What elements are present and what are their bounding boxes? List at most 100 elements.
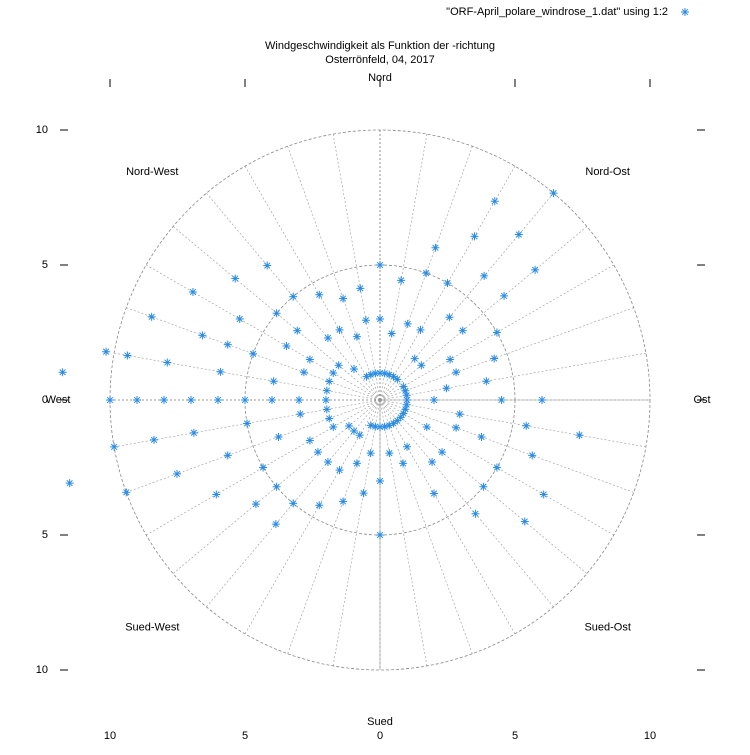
point [344,422,353,431]
point [417,361,426,370]
point [376,423,384,431]
point [443,279,452,288]
point [214,396,222,404]
point [272,482,281,491]
point [251,500,260,509]
point [349,364,358,373]
polar-spoke [172,226,381,401]
point [376,369,384,377]
point [492,463,501,472]
point [500,291,509,300]
point [549,189,558,198]
point [376,531,384,539]
point [446,355,455,364]
point [385,421,394,430]
polar-spoke [379,399,554,608]
point [259,463,268,472]
polar-spoke [126,399,381,493]
point [361,316,370,325]
point [401,386,410,395]
point [359,489,368,498]
point [325,377,334,386]
point [293,326,302,335]
direction-label: Nord [368,72,392,84]
polar-spoke [379,146,473,401]
point [366,449,375,458]
point [305,355,314,364]
polar-spoke [206,192,381,401]
point [479,482,488,491]
y-tick-label: 0 [42,394,48,406]
point [458,326,467,335]
point [329,369,338,377]
point [396,413,405,422]
point [401,405,410,414]
point [106,396,114,404]
point [416,325,425,334]
point [452,423,461,432]
point [339,497,348,506]
x-tick-label: 5 [242,730,248,742]
point [223,340,232,349]
point [160,396,168,404]
point [455,410,464,419]
point [110,442,119,451]
polar-spoke [114,399,381,448]
polar-spoke [287,146,381,401]
point [187,396,195,404]
point [173,469,182,478]
point [366,370,375,379]
polar-spoke [379,399,516,634]
point [188,288,197,296]
point [520,517,529,526]
point [133,396,141,404]
point [399,382,408,391]
point [528,451,537,460]
point [249,349,258,358]
point [371,422,380,431]
point [430,396,438,404]
point [428,458,437,467]
polar-spoke [379,166,516,401]
point [329,423,338,431]
point [471,509,480,518]
point [335,325,344,334]
direction-label: West [46,394,71,406]
point [147,312,156,321]
point [403,396,411,404]
point [241,396,249,404]
polar-spoke [379,307,634,401]
point [268,396,276,404]
point [315,290,324,299]
point [299,368,308,377]
direction-label: Sued [367,716,393,728]
point [235,315,244,323]
point [430,489,438,498]
point [452,368,461,377]
point [380,422,389,431]
point [282,342,291,350]
point [223,451,232,460]
point [389,419,398,428]
point [492,328,501,337]
point [322,386,331,395]
point [393,375,402,384]
point [387,329,396,338]
point [263,261,272,270]
point [334,361,343,370]
point [216,367,225,376]
point [522,421,531,430]
point [445,313,454,322]
point [539,490,548,499]
point [295,396,303,404]
point [431,243,440,252]
point [315,501,324,510]
polar-spoke [126,307,381,401]
point [403,442,411,451]
polar-spoke [379,264,614,401]
polar-spoke [379,226,588,401]
point [376,477,384,485]
point [323,458,332,467]
polar-spoke [379,399,428,666]
point [514,230,523,239]
